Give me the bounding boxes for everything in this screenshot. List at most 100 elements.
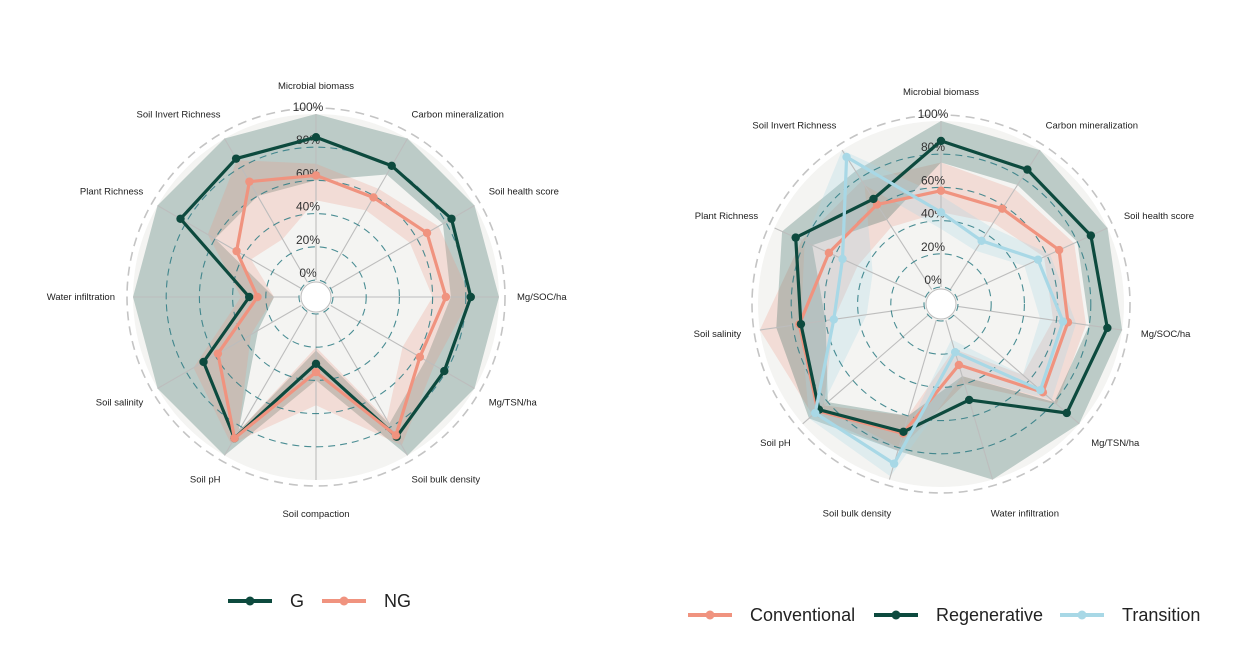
- axis-label-mg-tsn-ha: Mg/TSN/ha: [489, 398, 538, 409]
- radar-hub: [925, 288, 957, 320]
- legend-label: G: [290, 591, 304, 611]
- band-g: [133, 114, 499, 456]
- data-point-ng: [422, 228, 432, 238]
- data-point-conventional: [1054, 245, 1064, 255]
- grid-ring-20: [265, 246, 367, 348]
- legend-grazing: G NG: [228, 591, 411, 611]
- data-point-regenerative: [796, 319, 806, 329]
- spoke-soil-invert-richness: [841, 149, 933, 290]
- axis-label-mg-tsn-ha: Mg/TSN/ha: [1091, 438, 1140, 449]
- legend-item-regenerative: Regenerative: [874, 605, 1043, 625]
- tick-label: 0%: [924, 273, 942, 287]
- data-point-regenerative: [1062, 408, 1071, 418]
- data-point-g: [440, 366, 449, 376]
- data-point-transition: [842, 152, 851, 162]
- tick-label: 40%: [296, 200, 320, 214]
- data-point-ng: [391, 431, 401, 440]
- grid-ring-60: [198, 179, 434, 415]
- radar-chart-grazing: 0%20%40%60%80%100%Microbial biomassCarbo…: [47, 81, 568, 520]
- data-point-transition: [811, 408, 820, 418]
- tick-label: 20%: [921, 240, 945, 254]
- grid-ring-40: [232, 213, 400, 381]
- legend-label: Transition: [1122, 605, 1200, 625]
- axis-label-soil-bulk-density: Soil bulk density: [412, 475, 481, 486]
- data-point-g: [311, 133, 321, 142]
- radar-chart-management: 0%20%40%60%80%100%Microbial biomassCarbo…: [694, 87, 1194, 519]
- data-point-transition: [1033, 255, 1043, 264]
- axis-label-soil-invert-richness: Soil Invert Richness: [752, 121, 836, 132]
- legend-swatch-dot: [339, 596, 349, 606]
- data-point-regenerative: [1023, 165, 1032, 174]
- axis-label-soil-salinity: Soil salinity: [694, 329, 742, 340]
- data-point-ng: [441, 292, 451, 302]
- data-point-ng: [230, 434, 239, 443]
- axis-label-water-infiltration: Water infiltration: [991, 508, 1059, 519]
- data-point-transition: [829, 315, 839, 324]
- band-ng: [193, 160, 471, 446]
- axis-label-microbial-biomass: Microbial biomass: [278, 81, 354, 92]
- spoke-soil-ph: [224, 311, 308, 456]
- data-point-regenerative: [899, 427, 908, 437]
- data-point-transition: [1036, 385, 1045, 395]
- data-point-transition: [936, 208, 946, 217]
- axis-label-water-infiltration: Water infiltration: [47, 292, 115, 303]
- grid-ring-80: [790, 153, 1092, 455]
- tick-label: 0%: [299, 266, 317, 280]
- spoke-soil-bulk-density: [324, 311, 408, 456]
- legend-label: Regenerative: [936, 605, 1043, 625]
- data-point-regenerative: [791, 233, 800, 242]
- spoke-mg-tsn-ha: [953, 314, 1080, 425]
- data-point-g: [245, 292, 254, 302]
- data-point-conventional: [954, 360, 964, 370]
- data-point-g: [447, 214, 456, 223]
- spoke-carbon-mineralization: [949, 149, 1041, 290]
- data-point-ng: [369, 193, 378, 202]
- data-point-ng: [311, 367, 321, 377]
- spoke-soil-salinity: [157, 305, 302, 389]
- data-point-ng: [245, 177, 254, 186]
- band-regenerative: [776, 121, 1123, 480]
- grid-ring-0: [923, 286, 959, 322]
- data-point-transition: [950, 347, 960, 357]
- data-point-transition: [1058, 317, 1068, 326]
- tick-label: 20%: [296, 233, 320, 247]
- spoke-mg-tsn-ha: [330, 305, 475, 389]
- tick-label: 60%: [921, 173, 945, 187]
- axis-label-carbon-mineralization: Carbon mineralization: [412, 109, 504, 120]
- axis-label-mg-soc-ha: Mg/SOC/ha: [517, 292, 567, 303]
- spoke-soil-salinity: [759, 305, 925, 331]
- axis-label-soil-bulk-density: Soil bulk density: [823, 508, 892, 519]
- data-point-transition: [977, 236, 986, 246]
- grid-ring-100: [126, 107, 506, 487]
- data-point-conventional: [936, 186, 946, 195]
- data-point-transition: [889, 459, 899, 468]
- spoke-soil-health-score: [956, 227, 1108, 298]
- axis-label-plant-richness: Plant Richness: [80, 187, 144, 198]
- legend-swatch-dot: [245, 596, 255, 606]
- axis-label-plant-richness: Plant Richness: [695, 211, 759, 222]
- data-point-g: [199, 357, 208, 367]
- spoke-soil-bulk-density: [888, 320, 937, 480]
- data-point-g: [176, 214, 185, 223]
- legend-swatch-dot: [705, 610, 715, 620]
- grid-ring-100: [751, 114, 1131, 494]
- axis-label-soil-ph: Soil pH: [760, 438, 791, 449]
- grid-ring-80: [165, 146, 467, 448]
- legend-label: Conventional: [750, 605, 855, 625]
- series-line-transition: [813, 155, 1065, 466]
- data-point-g: [387, 161, 396, 171]
- axis-label-soil-health-score: Soil health score: [489, 187, 559, 198]
- tick-label: 100%: [293, 100, 324, 114]
- data-point-g: [231, 154, 241, 163]
- data-point-regenerative: [869, 194, 878, 204]
- tick-label: 100%: [918, 107, 949, 121]
- data-point-regenerative: [1103, 323, 1112, 333]
- data-point-transition: [838, 254, 847, 264]
- data-point-conventional: [824, 248, 834, 258]
- axis-label-soil-health-score: Soil health score: [1124, 211, 1194, 222]
- grid-ring-0: [298, 279, 334, 315]
- data-point-regenerative: [964, 395, 974, 405]
- spoke-mg-soc-ha: [957, 305, 1123, 331]
- legend-swatch-dot: [1077, 610, 1087, 620]
